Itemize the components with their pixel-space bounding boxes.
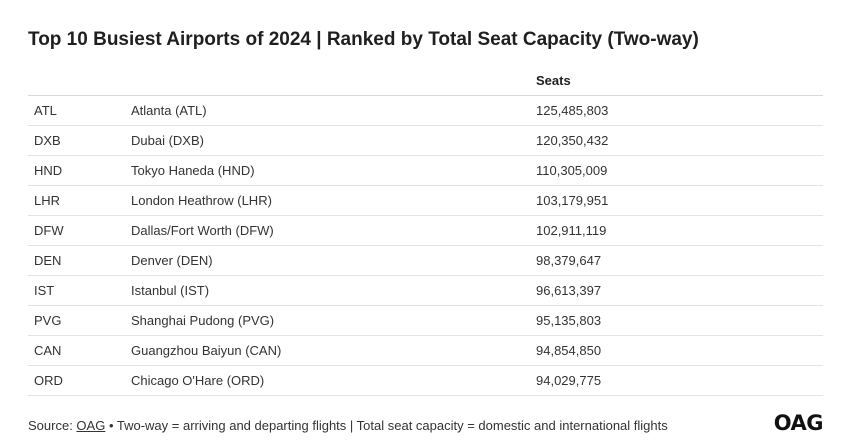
seat-count: 120,350,432 <box>530 125 823 156</box>
airport-name: London Heathrow (LHR) <box>125 185 530 216</box>
airport-code: ATL <box>28 95 125 126</box>
oag-logo: OAG <box>773 411 824 435</box>
airport-seats-table: Seats ATL Atlanta (ATL) 125,485,803 DXB … <box>28 65 823 396</box>
table-row: DFW Dallas/Fort Worth (DFW) 102,911,119 <box>28 215 823 246</box>
source-link[interactable]: OAG <box>76 418 106 433</box>
seat-count: 95,135,803 <box>530 305 823 336</box>
source-footer: Source: OAG • Two-way = arriving and dep… <box>28 418 668 433</box>
airport-code: IST <box>28 275 125 306</box>
airport-name: Denver (DEN) <box>125 245 530 276</box>
table-row: ATL Atlanta (ATL) 125,485,803 <box>28 95 823 126</box>
airport-code: LHR <box>28 185 125 216</box>
airport-code: DXB <box>28 125 125 156</box>
airport-name: Atlanta (ATL) <box>125 95 530 126</box>
table-row: DXB Dubai (DXB) 120,350,432 <box>28 125 823 156</box>
airport-code: ORD <box>28 365 125 396</box>
table-row: LHR London Heathrow (LHR) 103,179,951 <box>28 185 823 216</box>
airport-code: PVG <box>28 305 125 336</box>
header-code <box>28 65 125 96</box>
table-row: PVG Shanghai Pudong (PVG) 95,135,803 <box>28 305 823 336</box>
footer-note: • Two-way = arriving and departing fligh… <box>105 418 668 433</box>
table-row: HND Tokyo Haneda (HND) 110,305,009 <box>28 155 823 186</box>
airport-name: Istanbul (IST) <box>125 275 530 306</box>
page-title: Top 10 Busiest Airports of 2024 | Ranked… <box>28 29 699 50</box>
seat-count: 125,485,803 <box>530 95 823 126</box>
airport-code: CAN <box>28 335 125 366</box>
seat-count: 96,613,397 <box>530 275 823 306</box>
seat-count: 102,911,119 <box>530 215 823 246</box>
airport-code: HND <box>28 155 125 186</box>
airport-name: Tokyo Haneda (HND) <box>125 155 530 186</box>
source-prefix: Source: <box>28 418 77 433</box>
seat-count: 103,179,951 <box>530 185 823 216</box>
table-row: DEN Denver (DEN) 98,379,647 <box>28 245 823 276</box>
seat-count: 110,305,009 <box>530 155 823 186</box>
table-header-row: Seats <box>28 65 823 96</box>
airport-code: DEN <box>28 245 125 276</box>
seat-count: 94,029,775 <box>530 365 823 396</box>
seat-count: 98,379,647 <box>530 245 823 276</box>
table-row: IST Istanbul (IST) 96,613,397 <box>28 275 823 306</box>
header-seats: Seats <box>530 65 823 96</box>
airport-code: DFW <box>28 215 125 246</box>
header-airport <box>125 65 530 96</box>
airport-name: Guangzhou Baiyun (CAN) <box>125 335 530 366</box>
table-row: ORD Chicago O'Hare (ORD) 94,029,775 <box>28 365 823 396</box>
table-row: CAN Guangzhou Baiyun (CAN) 94,854,850 <box>28 335 823 366</box>
airport-name: Shanghai Pudong (PVG) <box>125 305 530 336</box>
seat-count: 94,854,850 <box>530 335 823 366</box>
airport-name: Chicago O'Hare (ORD) <box>125 365 530 396</box>
airport-name: Dubai (DXB) <box>125 125 530 156</box>
airport-name: Dallas/Fort Worth (DFW) <box>125 215 530 246</box>
